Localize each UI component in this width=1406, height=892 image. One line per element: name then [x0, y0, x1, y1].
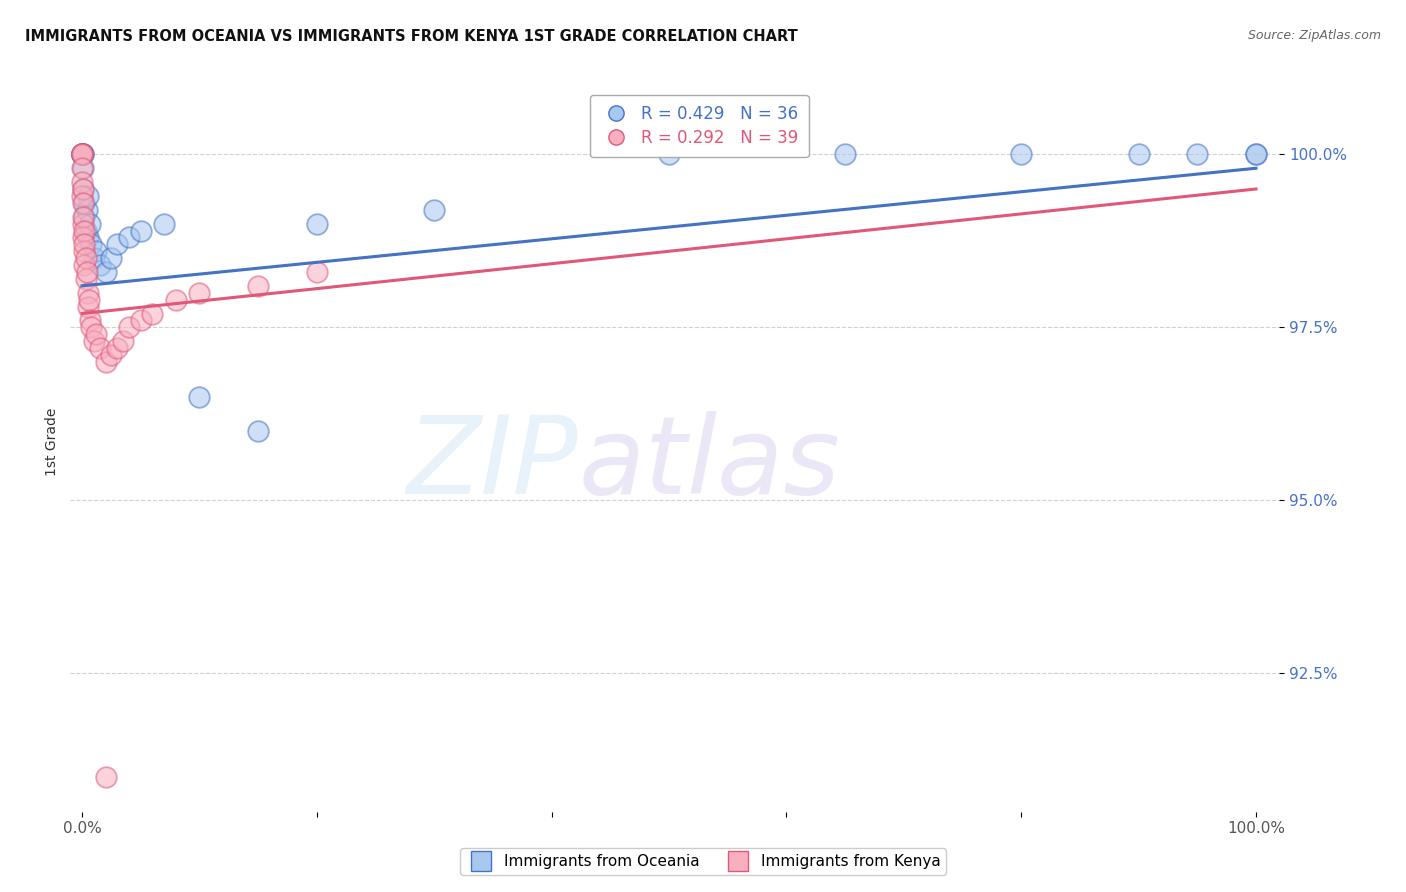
Point	[70, 147, 93, 161]
Point	[247, 278, 270, 293]
Text: atlas: atlas	[578, 411, 839, 516]
Point	[658, 147, 681, 161]
Point	[70, 161, 93, 176]
Point	[118, 230, 141, 244]
Point	[70, 147, 93, 161]
Point	[76, 265, 98, 279]
Point	[153, 217, 176, 231]
Point	[100, 251, 122, 265]
Point	[70, 189, 93, 203]
Point	[72, 182, 94, 196]
Point	[77, 285, 100, 300]
Point	[77, 300, 100, 314]
Y-axis label: 1st Grade: 1st Grade	[45, 408, 59, 475]
Point	[129, 313, 152, 327]
Point	[70, 147, 93, 161]
Point	[73, 237, 96, 252]
Point	[1010, 147, 1032, 161]
Point	[188, 285, 211, 300]
Point	[75, 223, 97, 237]
Point	[73, 195, 96, 210]
Point	[79, 217, 101, 231]
Text: ZIP: ZIP	[406, 411, 578, 516]
Point	[129, 223, 152, 237]
Point	[188, 390, 211, 404]
Point	[94, 265, 117, 279]
Point	[77, 230, 100, 244]
Point	[83, 251, 105, 265]
Point	[70, 147, 93, 161]
Point	[834, 147, 856, 161]
Point	[72, 147, 94, 161]
Point	[72, 182, 94, 196]
Point	[80, 237, 103, 252]
Point	[73, 244, 96, 259]
Text: Source: ZipAtlas.com: Source: ZipAtlas.com	[1247, 29, 1381, 42]
Point	[77, 189, 100, 203]
Point	[72, 230, 94, 244]
Point	[72, 147, 94, 161]
Legend: Immigrants from Oceania, Immigrants from Kenya: Immigrants from Oceania, Immigrants from…	[460, 848, 946, 875]
Point	[165, 293, 187, 307]
Point	[247, 424, 270, 438]
Point	[76, 202, 98, 217]
Point	[105, 341, 128, 355]
Point	[1244, 147, 1267, 161]
Point	[73, 210, 96, 224]
Point	[118, 320, 141, 334]
Text: IMMIGRANTS FROM OCEANIA VS IMMIGRANTS FROM KENYA 1ST GRADE CORRELATION CHART: IMMIGRANTS FROM OCEANIA VS IMMIGRANTS FR…	[25, 29, 799, 44]
Point	[1128, 147, 1150, 161]
Point	[141, 306, 163, 320]
Point	[70, 147, 93, 161]
Point	[72, 217, 94, 231]
Point	[70, 147, 93, 161]
Point	[1244, 147, 1267, 161]
Point	[84, 244, 107, 259]
Point	[94, 355, 117, 369]
Point	[72, 195, 94, 210]
Point	[112, 334, 135, 349]
Point	[100, 348, 122, 362]
Point	[72, 161, 94, 176]
Point	[80, 320, 103, 334]
Point	[1187, 147, 1209, 161]
Point	[70, 147, 93, 161]
Point	[89, 258, 111, 272]
Point	[305, 217, 328, 231]
Point	[423, 202, 446, 217]
Point	[70, 175, 93, 189]
Point	[75, 272, 97, 286]
Point	[72, 210, 94, 224]
Point	[73, 223, 96, 237]
Point	[79, 313, 101, 327]
Legend: R = 0.429   N = 36, R = 0.292   N = 39: R = 0.429 N = 36, R = 0.292 N = 39	[589, 95, 808, 157]
Point	[84, 327, 107, 342]
Point	[70, 147, 93, 161]
Point	[105, 237, 128, 252]
Point	[89, 341, 111, 355]
Point	[75, 251, 97, 265]
Point	[73, 258, 96, 272]
Point	[77, 293, 100, 307]
Point	[94, 770, 117, 784]
Point	[305, 265, 328, 279]
Point	[83, 334, 105, 349]
